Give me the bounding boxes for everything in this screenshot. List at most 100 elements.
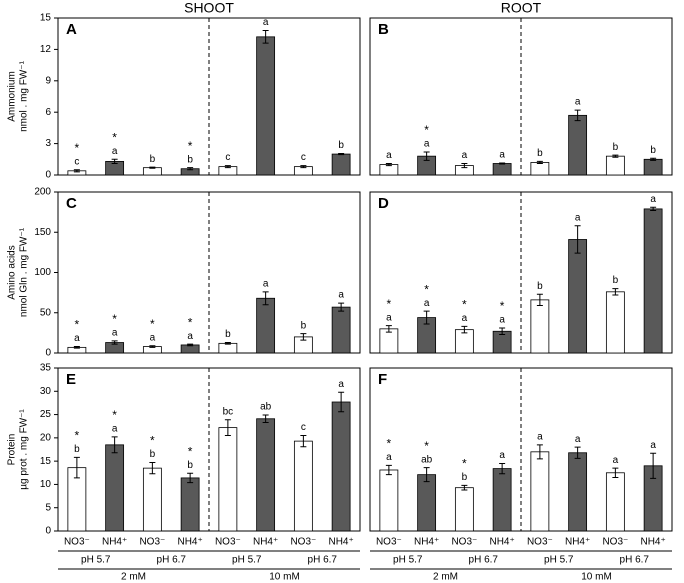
bar <box>256 36 276 176</box>
error-bar <box>499 327 506 335</box>
x-tick-label: NO3⁻ <box>451 537 477 548</box>
group-label: pH 5.7 <box>544 555 574 566</box>
x-tick-label: NO3⁻ <box>376 537 402 548</box>
x-tick-label: NH4⁺ <box>489 537 514 548</box>
bar <box>331 153 351 176</box>
significance-letter: a <box>650 194 656 205</box>
bar <box>142 167 162 176</box>
bar <box>492 468 512 532</box>
significance-letter: b <box>338 140 344 151</box>
error-bar <box>111 436 118 454</box>
error-bar <box>385 325 392 333</box>
x-tick-label: NH4⁺ <box>640 537 665 548</box>
significance-star: * <box>112 130 117 144</box>
error-bar <box>385 162 392 167</box>
significance-star: * <box>112 408 117 422</box>
error-bar <box>574 446 581 459</box>
error-bar <box>338 391 345 413</box>
error-bar <box>111 340 118 345</box>
panel-letter: D <box>378 195 389 212</box>
significance-letter: ab <box>260 402 272 413</box>
bar <box>605 155 625 176</box>
y-tick-label: 9 <box>45 75 51 86</box>
significance-letter: a <box>150 332 156 343</box>
significance-letter: b <box>150 449 156 460</box>
error-bar <box>536 293 543 307</box>
bar <box>492 163 512 176</box>
error-bar <box>423 310 430 325</box>
supergroup-label: 2 mM <box>433 572 458 583</box>
bar <box>643 208 663 354</box>
bar <box>218 342 238 354</box>
column-header: SHOOT <box>184 0 234 16</box>
significance-letter: bc <box>223 406 234 417</box>
error-bar <box>499 462 506 475</box>
supergroup-label: 10 mM <box>581 572 612 583</box>
bar <box>331 401 351 532</box>
significance-star: * <box>424 439 429 453</box>
error-bar <box>536 444 543 460</box>
y-axis-label: Ammonium <box>7 71 18 122</box>
y-axis-label: Protein <box>7 434 18 466</box>
significance-star: * <box>424 123 429 137</box>
significance-star: * <box>387 297 392 311</box>
significance-star: * <box>188 139 193 153</box>
significance-letter: a <box>575 212 581 223</box>
significance-star: * <box>387 437 392 451</box>
significance-letter: b <box>537 148 543 159</box>
error-bar <box>149 166 156 169</box>
bar <box>454 487 474 532</box>
error-bar <box>262 30 269 44</box>
y-tick-label: 15 <box>40 13 52 24</box>
error-bar <box>650 206 657 212</box>
significance-letter: b <box>613 275 619 286</box>
bar <box>256 418 276 532</box>
bar <box>643 158 663 176</box>
bar <box>530 162 550 176</box>
panel-letter: E <box>66 371 76 388</box>
y-tick-label: 50 <box>40 307 52 318</box>
significance-letter: b <box>613 142 619 153</box>
x-tick-label: NO3⁻ <box>290 537 316 548</box>
significance-letter: a <box>499 450 505 461</box>
error-bar <box>262 414 269 423</box>
error-bar <box>300 333 307 341</box>
y-axis-label: nmol . mg FW⁻¹ <box>19 60 30 132</box>
y-axis-label: µg prot . mg FW⁻¹ <box>19 409 30 490</box>
y-tick-label: 12 <box>40 44 52 55</box>
supergroup-label: 10 mM <box>269 572 300 583</box>
bar <box>379 164 399 176</box>
significance-star: * <box>75 429 80 443</box>
error-bar <box>338 153 345 156</box>
significance-star: * <box>424 282 429 296</box>
significance-star: * <box>150 434 155 448</box>
y-tick-label: 200 <box>34 187 51 198</box>
significance-star: * <box>188 315 193 329</box>
error-bar <box>338 302 345 312</box>
supergroup-label: 2 mM <box>121 572 146 583</box>
error-bar <box>650 452 657 479</box>
bar <box>256 297 276 354</box>
bar <box>530 299 550 354</box>
x-tick-label: NH4⁺ <box>253 537 278 548</box>
bar <box>568 452 588 532</box>
error-bar <box>149 462 156 475</box>
y-tick-label: 10 <box>40 479 52 490</box>
error-bar <box>499 162 506 165</box>
significance-letter: a <box>112 328 118 339</box>
x-tick-label: NH4⁺ <box>328 537 353 548</box>
x-tick-label: NO3⁻ <box>602 537 628 548</box>
error-bar <box>224 165 231 169</box>
significance-letter: a <box>424 139 430 150</box>
significance-letter: a <box>386 452 392 463</box>
y-tick-label: 5 <box>45 502 51 513</box>
column-header: ROOT <box>501 0 542 16</box>
significance-letter: b <box>187 460 193 471</box>
group-label: pH 6.7 <box>157 555 187 566</box>
error-bar <box>224 342 231 345</box>
error-bar <box>187 472 194 484</box>
significance-letter: a <box>386 150 392 161</box>
significance-letter: a <box>575 434 581 445</box>
x-tick-label: NH4⁺ <box>177 537 202 548</box>
